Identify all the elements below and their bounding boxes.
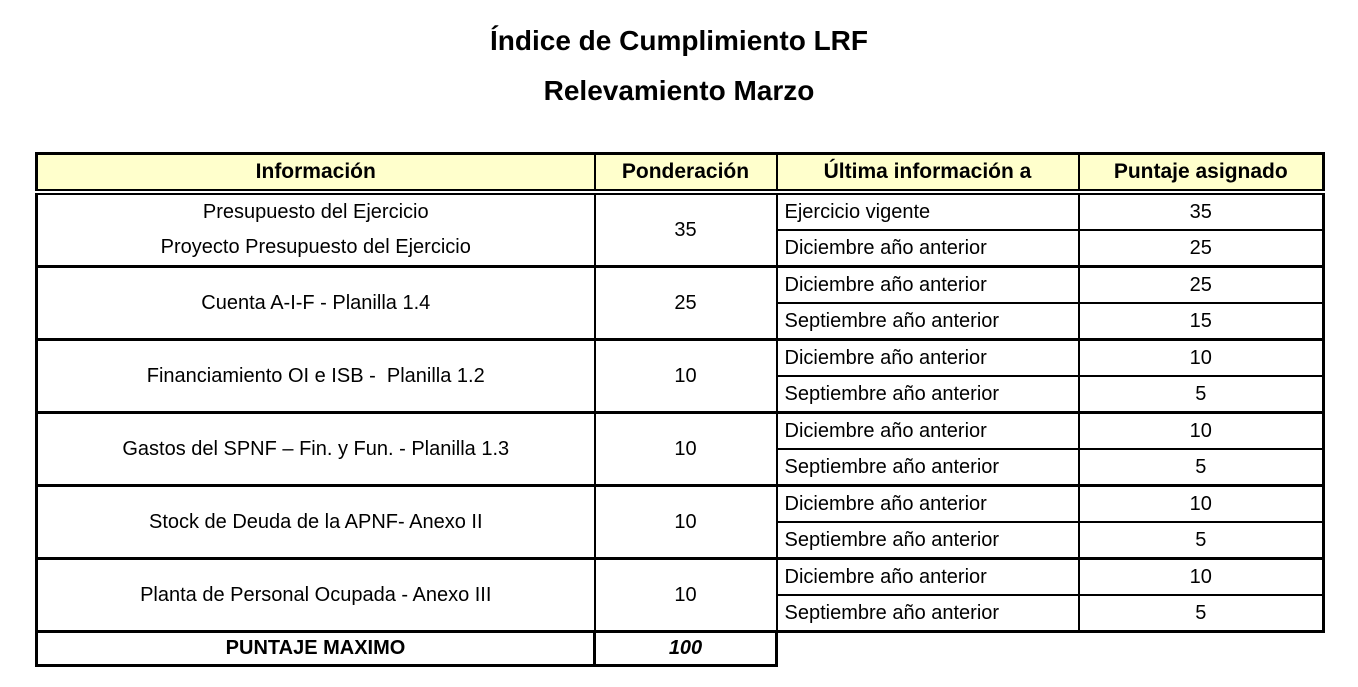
table-group-row: Financiamiento OI e ISB - Planilla 1.2 10… <box>35 338 1325 414</box>
ponderacion-cell: 10 <box>593 484 778 560</box>
table-group-subrow: Septiembre año anterior 5 <box>37 448 1325 487</box>
ultima-informacion-cell: Diciembre año anterior <box>775 411 1080 450</box>
ultima-informacion-cell: Ejercicio vigente <box>775 190 1080 231</box>
informacion-cell: Presupuesto del Ejercicio Proyecto Presup… <box>35 190 596 268</box>
puntaje-cell: 5 <box>1077 448 1325 487</box>
informacion-line: Stock de Deuda de la APNF- Anexo II <box>148 510 483 533</box>
table-group-row: Presupuesto del Ejercicio Proyecto Presup… <box>35 190 1325 268</box>
table-group-subrow: Septiembre año anterior 5 <box>37 521 1325 560</box>
lrf-table: Información Ponderación Última informaci… <box>35 152 1325 667</box>
document-titles: Índice de Cumplimiento LRF Relevamiento … <box>0 0 1358 116</box>
puntaje-maximo-value: 100 <box>593 630 778 667</box>
informacion-line: Gastos del SPNF – Fin. y Fun. - Planilla… <box>122 437 510 460</box>
informacion-line: Proyecto Presupuesto del Ejercicio <box>160 236 471 258</box>
table-group-subrow: Septiembre año anterior 5 <box>37 375 1325 414</box>
table-group-subrow: Septiembre año anterior 5 <box>37 594 1325 633</box>
ultima-informacion-cell: Septiembre año anterior <box>775 594 1080 633</box>
puntaje-cell: 5 <box>1077 594 1325 633</box>
document-subtitle: Relevamiento Marzo <box>543 75 815 106</box>
puntaje-cell: 10 <box>1077 411 1325 450</box>
informacion-cell: Financiamiento OI e ISB - Planilla 1.2 <box>35 338 596 414</box>
ultima-informacion-cell: Septiembre año anterior <box>775 521 1080 560</box>
puntaje-cell: 25 <box>1077 265 1325 304</box>
puntaje-cell: 25 <box>1077 229 1325 268</box>
puntaje-cell: 15 <box>1077 302 1325 341</box>
table-group-row: Cuenta A-I-F - Planilla 1.4 25 Diciembre a… <box>35 265 1325 341</box>
puntaje-maximo-label: PUNTAJE MAXIMO <box>35 630 596 667</box>
header-puntaje-asignado: Puntaje asignado <box>1077 152 1325 195</box>
table-group-row: Gastos del SPNF – Fin. y Fun. - Planilla… <box>35 411 1325 487</box>
informacion-line: Presupuesto del Ejercicio <box>202 201 429 223</box>
puntaje-cell: 10 <box>1077 338 1325 377</box>
ponderacion-cell: 25 <box>593 265 778 341</box>
ultima-informacion-cell: Septiembre año anterior <box>775 448 1080 487</box>
puntaje-cell: 5 <box>1077 375 1325 414</box>
header-ponderacion: Ponderación <box>593 152 778 195</box>
informacion-cell: Stock de Deuda de la APNF- Anexo II <box>35 484 596 560</box>
informacion-line: Planta de Personal Ocupada - Anexo III <box>140 583 492 606</box>
header-informacion: Información <box>35 152 596 195</box>
table-group-subrow: Septiembre año anterior 15 <box>37 302 1325 341</box>
ultima-informacion-cell: Diciembre año anterior <box>775 557 1080 596</box>
ultima-informacion-cell: Diciembre año anterior <box>775 229 1080 268</box>
informacion-cell: Cuenta A-I-F - Planilla 1.4 <box>35 265 596 341</box>
ponderacion-cell: 10 <box>593 338 778 414</box>
table-footer-row: PUNTAJE MAXIMO 100 <box>35 630 1324 667</box>
table-group-subrow: Diciembre año anterior 25 <box>37 229 1325 268</box>
informacion-cell: Gastos del SPNF – Fin. y Fun. - Planilla… <box>35 411 596 487</box>
puntaje-cell: 10 <box>1077 484 1325 523</box>
puntaje-cell: 35 <box>1077 190 1325 231</box>
informacion-line: Financiamiento OI e ISB - Planilla 1.2 <box>146 364 485 387</box>
ponderacion-cell: 10 <box>593 557 778 633</box>
ponderacion-cell: 10 <box>593 411 778 487</box>
ultima-informacion-cell: Septiembre año anterior <box>775 375 1080 414</box>
table-header-row: Información Ponderación Última informaci… <box>35 152 1325 195</box>
informacion-line: Cuenta A-I-F - Planilla 1.4 <box>201 291 431 314</box>
ultima-informacion-cell: Septiembre año anterior <box>775 302 1080 341</box>
table-group-row: Planta de Personal Ocupada - Anexo III 10… <box>35 557 1325 633</box>
puntaje-cell: 10 <box>1077 557 1325 596</box>
ultima-informacion-cell: Diciembre año anterior <box>775 338 1080 377</box>
table-header: Información Ponderación Última informaci… <box>35 152 1325 195</box>
ponderacion-cell: 35 <box>593 190 778 268</box>
ultima-informacion-cell: Diciembre año anterior <box>775 484 1080 523</box>
header-ultima-informacion: Última información a <box>775 152 1080 195</box>
informacion-cell: Planta de Personal Ocupada - Anexo III <box>35 557 596 633</box>
puntaje-cell: 5 <box>1077 521 1325 560</box>
document-title: Índice de Cumplimiento LRF <box>489 25 868 56</box>
table-group-row: Stock de Deuda de la APNF- Anexo II 10 Dic… <box>35 484 1325 560</box>
ultima-informacion-cell: Diciembre año anterior <box>775 265 1080 304</box>
